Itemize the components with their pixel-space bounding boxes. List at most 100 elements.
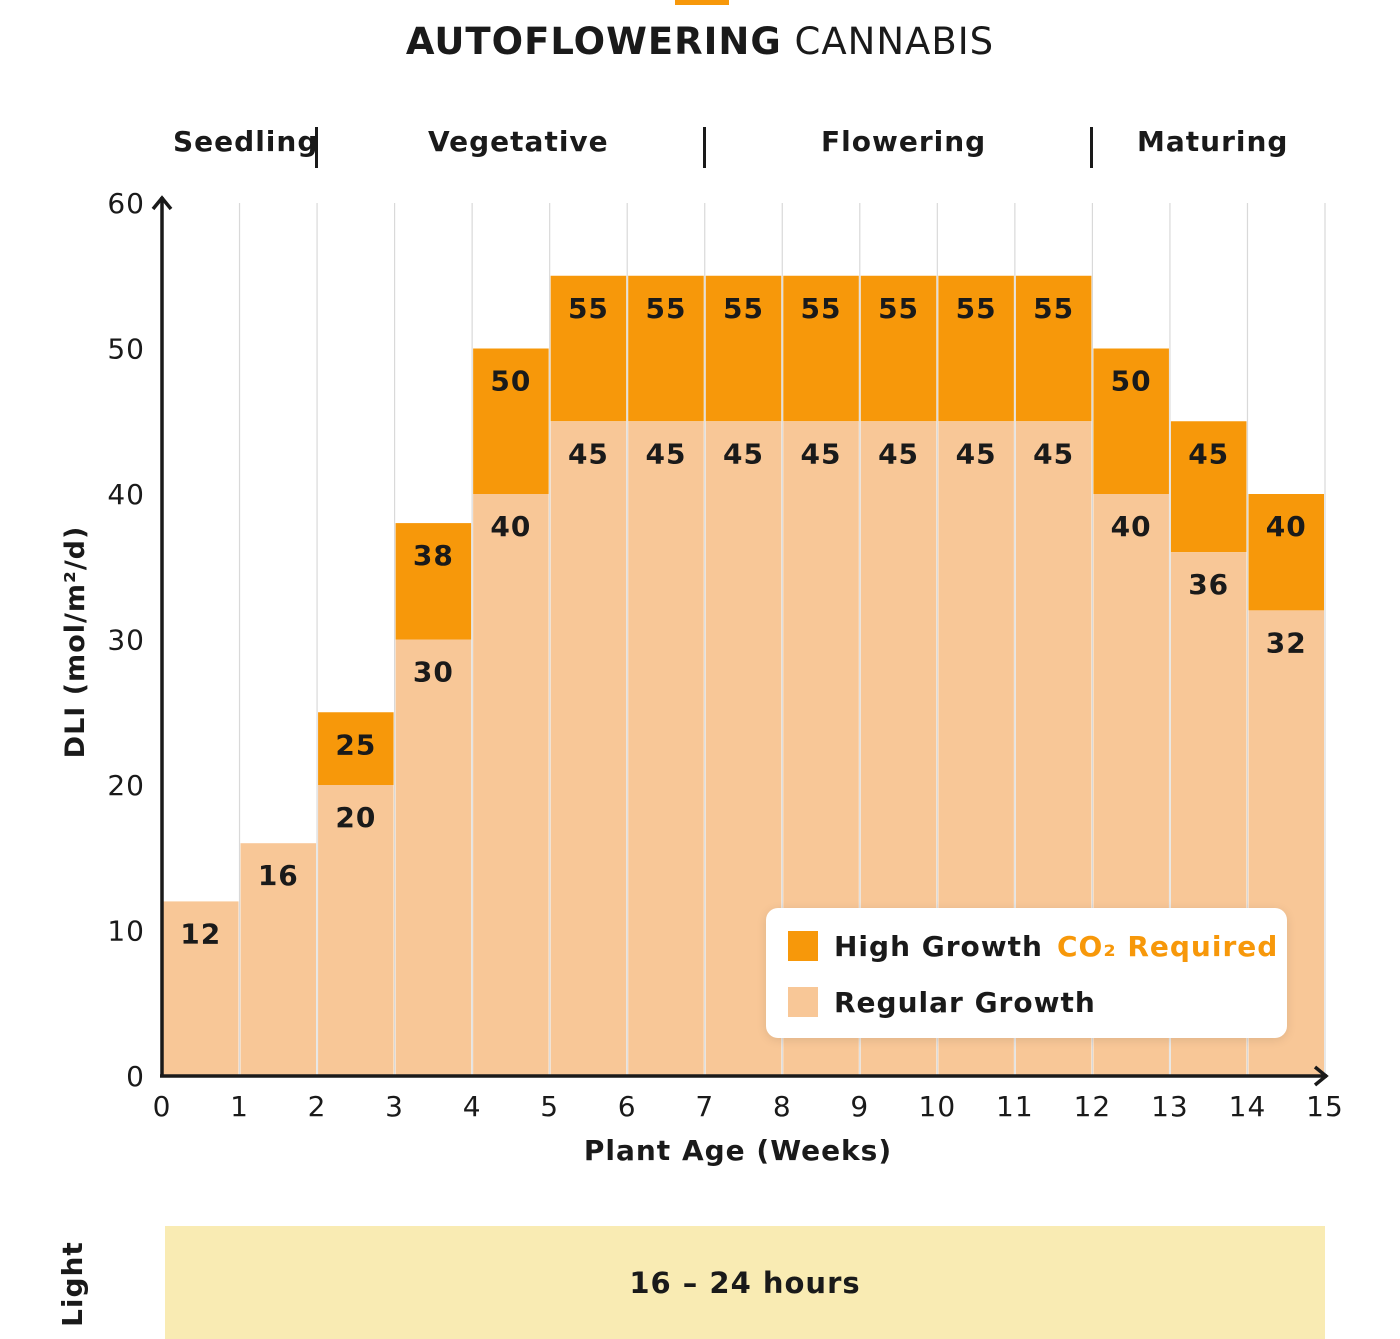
bar-label-high: 38 — [413, 539, 454, 572]
bar-label-regular: 40 — [1111, 510, 1152, 543]
bar-label-high: 25 — [335, 728, 376, 761]
phase-seedling: Seedling — [173, 125, 319, 158]
x-tick-label: 6 — [618, 1090, 637, 1123]
x-tick-label: 8 — [773, 1090, 792, 1123]
x-tick-label: 7 — [695, 1090, 714, 1123]
bar-high-growth — [1015, 275, 1092, 422]
bar-high-growth — [1170, 421, 1247, 553]
bar-label-high: 55 — [568, 292, 609, 325]
light-label-text: Light — [56, 1241, 89, 1327]
bar-high-growth — [705, 275, 782, 422]
x-axis-arrow — [1313, 1065, 1329, 1087]
legend-label-regular: Regular Growth — [834, 985, 1096, 1019]
phase-vegetative: Vegetative — [428, 125, 609, 158]
bar-high-growth — [1248, 494, 1324, 611]
bar-label-high: 45 — [1188, 437, 1229, 470]
light-hours: 16 – 24 hours — [629, 1266, 861, 1300]
legend-label-high: High Growth — [834, 929, 1043, 963]
x-tick-label: 3 — [385, 1090, 404, 1123]
phase-maturing: Maturing — [1137, 125, 1289, 158]
phase-divider — [315, 127, 318, 168]
y-tick-label: 40 — [107, 478, 145, 511]
chart-title: AUTOFLOWERING CANNABIS — [0, 20, 1400, 63]
bar-label-regular: 45 — [568, 437, 609, 470]
bar-label-regular: 45 — [723, 437, 764, 470]
legend-swatch-regular — [788, 987, 818, 1017]
bar-high-growth — [938, 275, 1014, 422]
legend-swatch-high — [788, 931, 818, 961]
y-tick-label: 20 — [107, 769, 145, 802]
bar-label-regular: 32 — [1266, 626, 1307, 659]
bar-label-regular: 16 — [258, 859, 299, 892]
y-axis-arrow — [151, 195, 173, 211]
x-tick-label: 2 — [308, 1090, 327, 1123]
bar-regular-growth — [318, 785, 394, 1076]
bar-high-growth — [628, 275, 704, 422]
bar-label-high: 50 — [1111, 365, 1152, 398]
bar-high-growth — [860, 275, 937, 422]
x-tick-label: 12 — [1074, 1090, 1112, 1123]
bar-label-high: 40 — [1266, 510, 1307, 543]
bar-label-high: 55 — [645, 292, 686, 325]
x-tick-label: 5 — [540, 1090, 559, 1123]
bar-label-regular: 30 — [413, 656, 454, 689]
x-axis-label: Plant Age (Weeks) — [584, 1134, 892, 1167]
y-tick-label: 10 — [107, 915, 145, 948]
x-tick-label: 1 — [230, 1090, 249, 1123]
bar-high-growth — [395, 523, 472, 640]
phase-divider — [1090, 127, 1093, 168]
bar-label-high: 50 — [490, 365, 531, 398]
bar-label-regular: 45 — [645, 437, 686, 470]
bar-regular-growth — [628, 421, 704, 1076]
x-tick-label: 13 — [1151, 1090, 1189, 1123]
y-axis-label: DLI (mol/m²/d) — [60, 526, 91, 759]
bar-label-high: 55 — [1033, 292, 1074, 325]
bar-label-regular: 20 — [335, 801, 376, 834]
bar-label-high: 55 — [801, 292, 842, 325]
bar-regular-growth — [240, 843, 317, 1076]
bar-regular-growth — [395, 639, 472, 1076]
axes — [151, 195, 1329, 1087]
bar-label-high: 55 — [878, 292, 919, 325]
x-tick-label: 15 — [1306, 1090, 1344, 1123]
light-row-label: Light — [56, 1241, 96, 1327]
bar-high-growth — [783, 275, 859, 422]
bar-regular-growth — [473, 494, 549, 1076]
bars — [163, 275, 1324, 1076]
bar-label-regular: 12 — [180, 917, 221, 950]
legend: High Growth CO₂ Required Regular Growth — [766, 908, 1287, 1038]
y-tick-label: 0 — [126, 1060, 145, 1093]
bar-label-regular: 36 — [1188, 568, 1229, 601]
y-tick-label: 60 — [107, 187, 145, 220]
bar-high-growth — [1093, 348, 1169, 494]
x-tick-label: 0 — [153, 1090, 172, 1123]
bar-label-regular: 45 — [801, 437, 842, 470]
bar-regular-growth — [163, 901, 239, 1076]
bar-regular-growth — [550, 421, 627, 1076]
bar-label-regular: 45 — [956, 437, 997, 470]
x-tick-label: 10 — [919, 1090, 957, 1123]
bar-high-growth — [318, 712, 394, 785]
x-tick-label: 14 — [1229, 1090, 1267, 1123]
legend-item-high: High Growth CO₂ Required — [788, 926, 1278, 966]
bar-label-regular: 45 — [878, 437, 919, 470]
y-tick-label: 30 — [107, 624, 145, 657]
legend-item-regular: Regular Growth — [788, 982, 1096, 1022]
phase-flowering: Flowering — [821, 125, 987, 158]
title-light: CANNABIS — [794, 20, 995, 63]
light-band — [165, 1226, 1325, 1339]
phase-divider — [703, 127, 706, 168]
bar-high-growth — [550, 275, 627, 422]
bar-labels: 12 16 25 20 38 30 50 40 55 45 55 45 55 45 55 45 55 45 55 45… — [180, 292, 1307, 951]
x-tick-label: 11 — [996, 1090, 1034, 1123]
title-accent-bar — [675, 0, 729, 5]
x-tick-label: 9 — [850, 1090, 869, 1123]
bar-label-high: 55 — [723, 292, 764, 325]
bar-label-high: 55 — [956, 292, 997, 325]
x-tick-label: 4 — [463, 1090, 482, 1123]
bar-high-growth — [473, 348, 549, 494]
y-tick-label: 50 — [107, 333, 145, 366]
bar-label-regular: 40 — [490, 510, 531, 543]
